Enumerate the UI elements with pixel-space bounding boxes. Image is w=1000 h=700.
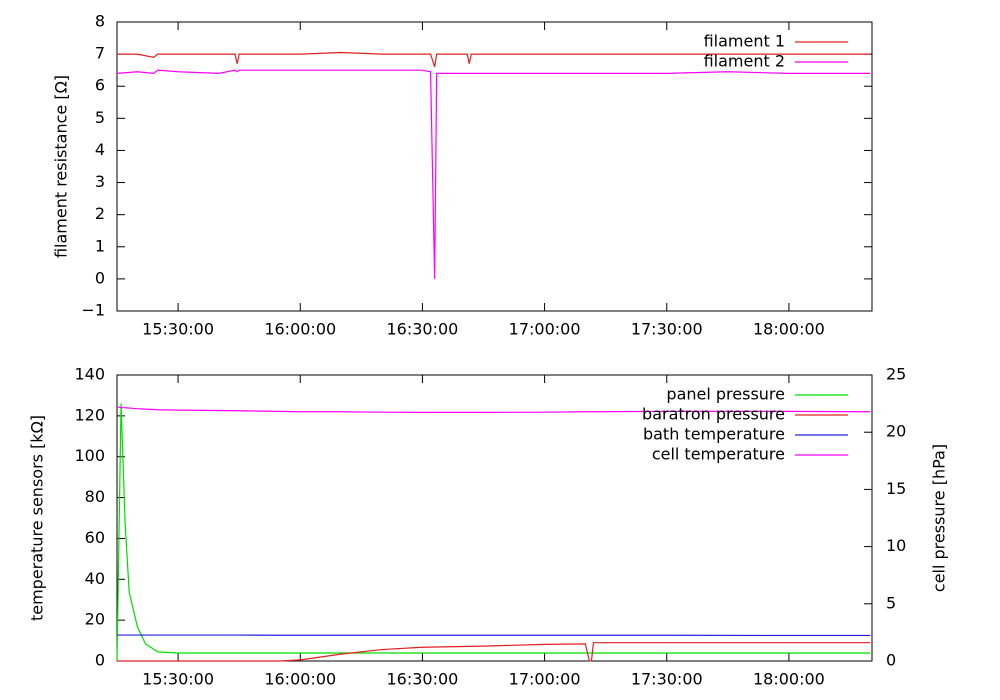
- y-tick-label: 7: [95, 44, 105, 63]
- legend-label: cell temperature: [652, 445, 785, 464]
- y-tick-label: −1: [81, 301, 105, 320]
- y-tick-label: 100: [74, 446, 105, 465]
- y-tick-label: 5: [95, 108, 105, 127]
- y-tick-label: 60: [85, 528, 105, 547]
- x-tick-label: 17:30:00: [631, 320, 703, 339]
- y2-axis-label: cell pressure [hPa]: [930, 444, 949, 592]
- y2-tick-label: 0: [886, 651, 896, 670]
- y-tick-label: 120: [74, 405, 105, 424]
- y-tick-label: 3: [95, 172, 105, 191]
- x-tick-label: 17:00:00: [509, 670, 581, 689]
- y-tick-label: 6: [95, 76, 105, 95]
- y-axis-label: temperature sensors [kΩ]: [28, 415, 47, 621]
- series-line: [116, 69, 871, 279]
- y-axis-label: filament resistance [Ω]: [52, 75, 71, 258]
- x-tick-label: 18:00:00: [753, 320, 825, 339]
- y-tick-label: 20: [85, 610, 105, 629]
- y-tick-label: 0: [95, 651, 105, 670]
- y2-tick-label: 15: [886, 479, 906, 498]
- x-tick-label: 16:00:00: [264, 670, 336, 689]
- plot-frame: [116, 21, 873, 312]
- legend-label: baratron pressure: [642, 405, 785, 424]
- y2-tick-label: 25: [886, 365, 906, 384]
- y2-tick-label: 5: [886, 593, 896, 612]
- x-tick-label: 17:30:00: [631, 670, 703, 689]
- y-tick-label: 80: [85, 487, 105, 506]
- y-tick-label: 40: [85, 569, 105, 588]
- legend-label: filament 1: [704, 32, 785, 51]
- y-tick-label: 140: [74, 365, 105, 384]
- x-tick-label: 16:30:00: [386, 670, 458, 689]
- x-tick-label: 18:00:00: [753, 670, 825, 689]
- plot-frame: [116, 374, 873, 662]
- y-tick-label: 0: [95, 268, 105, 287]
- legend-label: bath temperature: [643, 425, 785, 444]
- y-tick-label: 4: [95, 140, 105, 159]
- legend-label: panel pressure: [666, 385, 785, 404]
- x-tick-label: 17:00:00: [509, 320, 581, 339]
- x-tick-label: 16:00:00: [264, 320, 336, 339]
- y2-tick-label: 20: [886, 422, 906, 441]
- series-line: [117, 642, 871, 662]
- series-line: [117, 51, 871, 68]
- series-line: [116, 406, 871, 413]
- y2-tick-label: 10: [886, 536, 906, 555]
- legend-label: filament 2: [704, 52, 785, 71]
- y-tick-label: 1: [95, 236, 105, 255]
- y-tick-label: 2: [95, 204, 105, 223]
- x-tick-label: 16:30:00: [386, 320, 458, 339]
- x-tick-label: 15:30:00: [142, 670, 214, 689]
- x-tick-label: 15:30:00: [142, 320, 214, 339]
- y-tick-label: 8: [95, 12, 105, 31]
